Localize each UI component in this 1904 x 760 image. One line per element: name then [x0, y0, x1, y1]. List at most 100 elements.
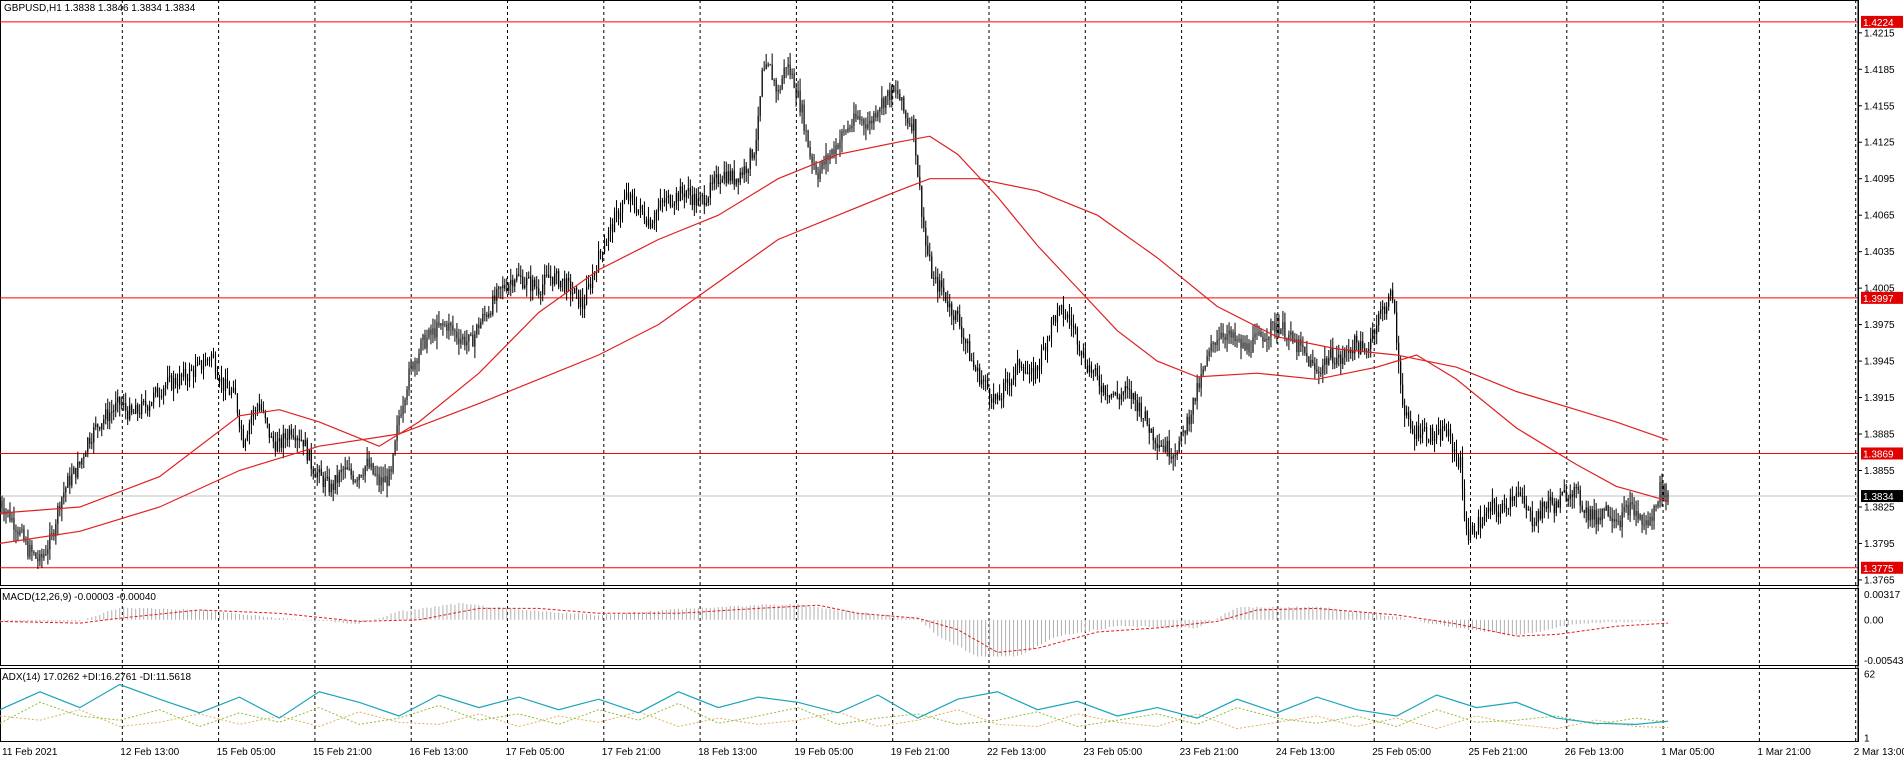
candle-body	[282, 433, 284, 448]
candle-body	[117, 397, 119, 403]
candle-body	[97, 424, 99, 428]
candle-body	[1517, 492, 1519, 494]
candle-body	[1316, 369, 1318, 372]
candle-body	[1657, 502, 1659, 507]
candle-body	[1358, 342, 1360, 354]
candle-body	[276, 441, 278, 452]
candle-body	[1084, 351, 1086, 367]
candle-body	[222, 377, 225, 392]
candle-body	[1481, 524, 1484, 528]
candle-body	[552, 276, 554, 285]
candle-body	[1497, 511, 1500, 518]
candle-body	[396, 425, 398, 442]
candle-body	[1579, 489, 1581, 506]
candle-body	[811, 156, 813, 163]
candle-body	[587, 284, 590, 288]
candle-body	[1080, 350, 1083, 356]
candle-body	[759, 96, 761, 116]
candle-body	[57, 505, 59, 524]
candle-body	[1425, 426, 1428, 440]
candle-body	[438, 322, 440, 326]
candle-body	[1210, 343, 1212, 352]
candle-body	[35, 553, 37, 559]
candle-body	[983, 379, 985, 381]
candle-body	[1591, 509, 1593, 520]
candle-body	[1190, 414, 1192, 425]
level-tag	[1861, 561, 1903, 574]
candle-body	[1300, 339, 1302, 346]
candle-body	[1234, 332, 1236, 341]
candle-body	[845, 130, 847, 132]
time-tick-label: 25 Feb 05:00	[1372, 747, 1431, 758]
candle-body	[470, 334, 472, 336]
candle-body	[490, 313, 492, 315]
candle-body	[416, 360, 418, 364]
candle-body	[929, 254, 931, 257]
candle-body	[228, 388, 231, 395]
time-tick-label: 18 Feb 13:00	[698, 747, 757, 758]
candle-body	[995, 393, 997, 400]
candle-body	[1419, 434, 1422, 438]
candle-body	[781, 78, 783, 90]
candle-body	[572, 293, 574, 295]
candle-body	[689, 188, 691, 196]
candle-body	[1302, 345, 1304, 347]
candle-body	[1070, 318, 1073, 326]
level-tag	[1861, 291, 1903, 304]
candle-body	[909, 123, 911, 125]
candle-body	[258, 404, 260, 411]
candle-body	[1631, 502, 1633, 505]
candle-body	[302, 439, 304, 447]
candle-body	[1378, 313, 1380, 326]
candle-body	[79, 461, 81, 465]
time-tick-label: 15 Feb 21:00	[313, 747, 372, 758]
candle-body	[897, 90, 899, 94]
candle-body	[1659, 481, 1661, 503]
time-axis: 11 Feb 2021 12 Feb 13:00 15 Feb 05:00 15 Fe…	[2, 747, 1904, 758]
candle-body	[426, 337, 428, 349]
candle-body	[903, 97, 905, 112]
candle-body	[849, 127, 851, 129]
candle-body	[284, 433, 286, 439]
candle-body	[679, 186, 681, 202]
candle-body	[1068, 314, 1071, 319]
candle-body	[1667, 492, 1669, 503]
candle-body	[178, 374, 181, 386]
candle-body	[1465, 519, 1468, 529]
candle-body	[1094, 367, 1096, 371]
candle-body	[262, 409, 264, 412]
macd-tick-label: 0.00317	[1864, 590, 1901, 601]
candle-body	[1194, 397, 1196, 402]
candle-body	[390, 469, 392, 472]
candle-body	[1384, 306, 1386, 314]
candle-body	[234, 387, 237, 395]
candle-body	[1463, 488, 1466, 520]
candle-body	[1288, 334, 1290, 341]
candle-body	[1559, 495, 1561, 508]
candle-body	[597, 250, 600, 273]
candle-body	[1410, 419, 1412, 429]
candle-body	[671, 205, 673, 207]
candle-body	[1182, 430, 1184, 432]
candle-body	[1416, 425, 1418, 440]
candle-body	[613, 213, 616, 233]
candle-body	[462, 336, 464, 340]
candle-body	[1326, 358, 1328, 365]
candle-body	[456, 331, 458, 339]
candle-body	[161, 395, 163, 397]
candle-body	[885, 96, 887, 108]
candle-body	[188, 369, 191, 381]
candle-body	[1168, 440, 1170, 457]
candle-body	[1096, 367, 1098, 376]
candle-body	[713, 177, 715, 184]
candle-body	[141, 401, 143, 415]
candle-body	[691, 195, 693, 206]
candle-body	[1573, 486, 1575, 497]
candle-body	[542, 284, 544, 295]
candle-body	[1072, 325, 1075, 327]
candle-body	[1016, 359, 1019, 366]
candle-body	[953, 315, 955, 321]
price-tick-label: 1.4065	[1864, 211, 1895, 222]
candle-body	[250, 416, 252, 424]
